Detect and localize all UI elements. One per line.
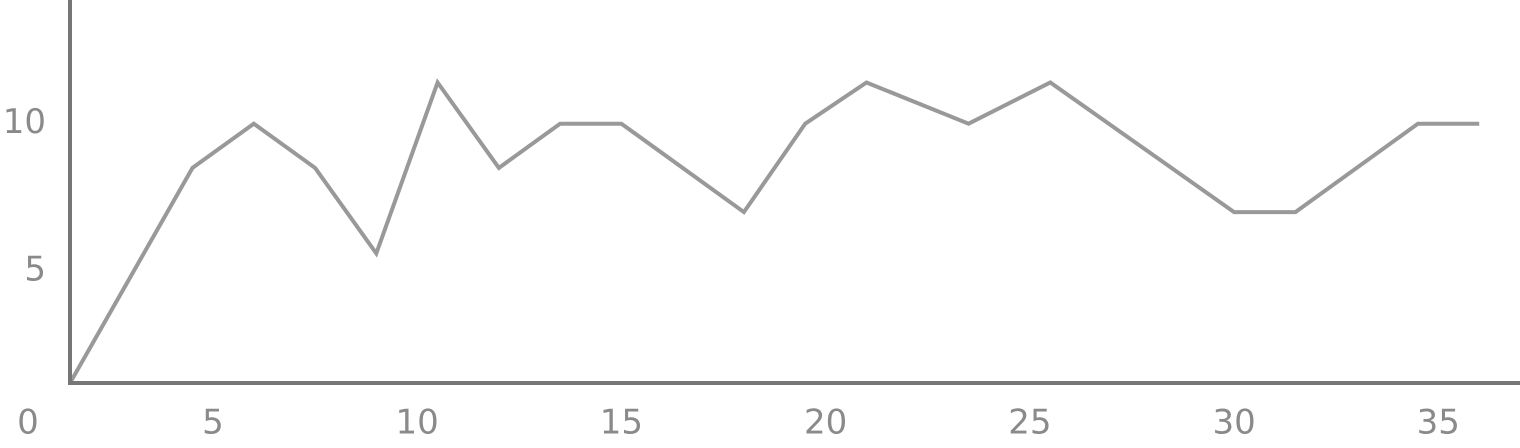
x-tick-label: 5 — [202, 403, 224, 443]
x-tick-label: 15 — [600, 403, 643, 443]
x-tick-label: 35 — [1417, 403, 1460, 443]
y-tick-label: 5 — [24, 250, 46, 290]
data-line — [68, 78, 1480, 384]
x-tick-label: 10 — [396, 403, 439, 443]
x-tick-label: 25 — [1008, 403, 1051, 443]
x-tick-label: 20 — [804, 403, 847, 443]
x-tick-label: 0 — [17, 403, 39, 443]
x-tick-label: 30 — [1212, 403, 1255, 443]
y-tick-label: 10 — [3, 102, 46, 142]
